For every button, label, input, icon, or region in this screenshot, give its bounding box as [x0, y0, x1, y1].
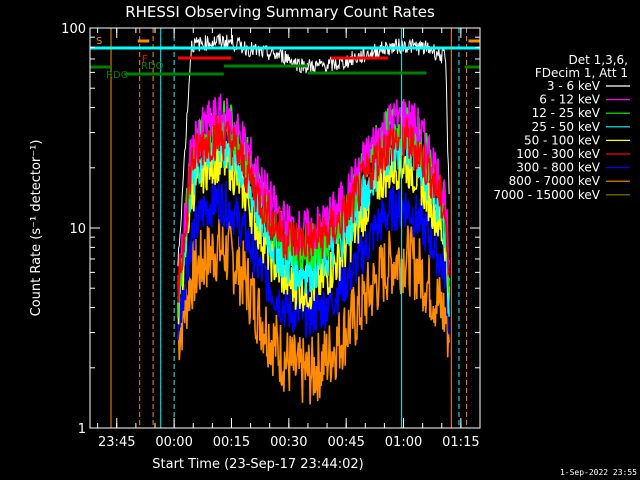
- y-tick-label: 1: [78, 422, 86, 437]
- x-tick-label: 01:15: [442, 435, 479, 450]
- legend-entry-label: 12 - 25 keV: [532, 106, 601, 120]
- y-axis-label: Count Rate (s⁻¹ detector⁻¹): [29, 140, 44, 317]
- legend-entry-label: 7000 - 15000 keV: [493, 188, 600, 202]
- series-line: [177, 215, 450, 405]
- series-line: [177, 179, 450, 341]
- x-tick-label: 00:45: [327, 435, 364, 450]
- legend-entry-label: 25 - 50 keV: [532, 120, 601, 134]
- plot-axes: 1 10 100 23:45 00:00 00:15 00:30 00:45 01:00 01:1…: [61, 22, 481, 450]
- flare-label: F: [142, 54, 148, 65]
- legend-entry-label: 800 - 7000 keV: [509, 174, 601, 188]
- timestamp: 1-Sep-2022 23:55: [560, 468, 637, 477]
- x-tick-label: 00:30: [270, 435, 307, 450]
- x-tick-label: 00:15: [213, 435, 250, 450]
- legend-header: FDecim 1, Att 1: [535, 66, 628, 80]
- legend-entry-label: 300 - 800 keV: [516, 161, 600, 175]
- rdo-label: RDO: [106, 70, 129, 81]
- legend-header: Det 1,3,6,: [569, 53, 629, 67]
- rdo-label: RDO: [141, 61, 164, 72]
- x-tick-label: 23:45: [98, 435, 135, 450]
- y-tick-label: 10: [69, 222, 86, 237]
- legend-entry-label: 3 - 6 keV: [547, 79, 601, 93]
- series-line: [177, 114, 450, 303]
- x-tick-label: 00:00: [155, 435, 192, 450]
- saa-label: S: [96, 36, 102, 47]
- chart-title: RHESSI Observing Summary Count Rates: [125, 3, 435, 21]
- y-tick-label: 100: [61, 22, 86, 37]
- plot-data: [177, 33, 450, 405]
- x-tick-label: 01:00: [385, 435, 422, 450]
- series-line: [177, 33, 450, 267]
- legend-entry-label: 6 - 12 keV: [539, 93, 601, 107]
- x-axis-label: Start Time (23-Sep-17 23:44:02): [152, 457, 363, 472]
- legend-entry-label: 50 - 100 keV: [524, 133, 601, 147]
- legend-entry-label: 100 - 300 keV: [516, 147, 600, 161]
